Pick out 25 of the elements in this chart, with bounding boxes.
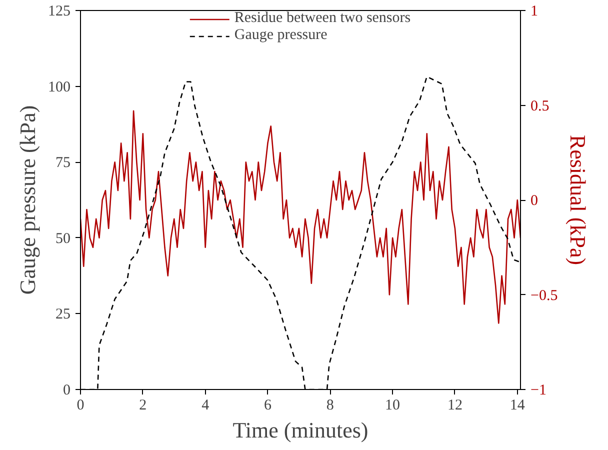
x-tick-label: 10: [385, 398, 400, 414]
x-tick-label: 8: [326, 398, 334, 414]
y2-tick-label: 0: [530, 193, 538, 209]
x-tick-label: 6: [264, 398, 272, 414]
x-axis-title: Time (minutes): [232, 418, 368, 442]
y2-tick-label: −1: [530, 382, 546, 398]
y2-tick-label: 0.5: [530, 98, 550, 114]
x-tick-label: 14: [510, 398, 526, 414]
y2-axis-title: Residual (kPa): [566, 134, 591, 266]
x-tick-label: 12: [447, 398, 462, 414]
y-tick-label: 50: [56, 230, 70, 247]
line-series: [80, 110, 520, 324]
x-tick-label: 2: [139, 398, 147, 414]
y-tick-label: 25: [56, 306, 70, 323]
y-tick-label: 75: [56, 155, 70, 172]
legend-label: Gauge pressure: [234, 27, 328, 44]
y2-tick-label: 1: [530, 4, 538, 20]
y-axis-title: Gauge pressure (kPa): [15, 105, 40, 295]
y-tick-label: 100: [48, 79, 70, 96]
x-tick-label: 4: [202, 398, 210, 414]
y2-tick-label: −0.5: [530, 288, 558, 304]
x-tick-label: 0: [76, 398, 84, 414]
y-tick-label: 0: [63, 382, 70, 398]
y-tick-label: 125: [48, 4, 70, 20]
legend-label: Residue between two sensors: [234, 10, 411, 27]
